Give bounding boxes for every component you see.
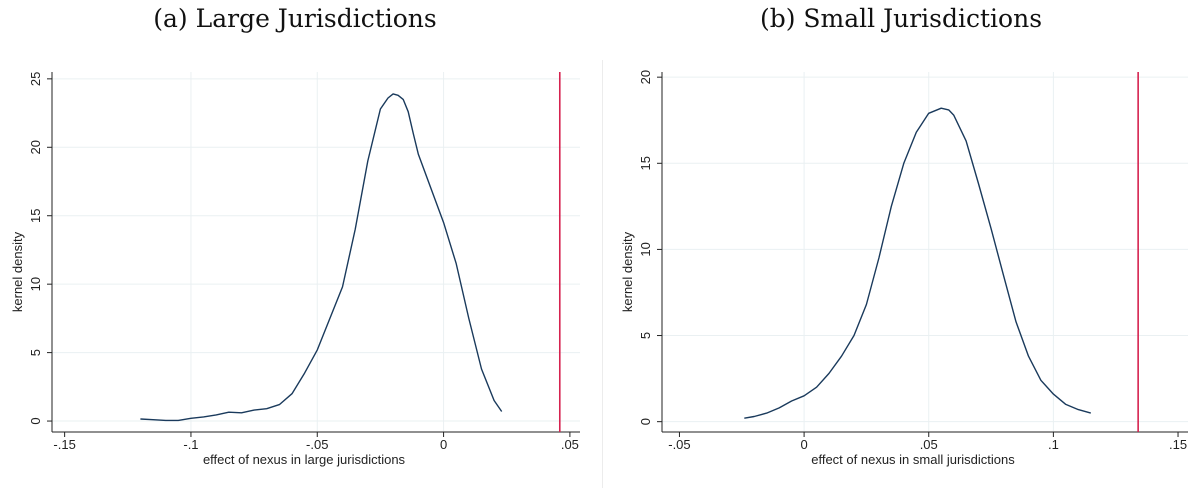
- chart-b-y-tick-label: 20: [638, 70, 653, 84]
- chart-a-x-tick-label: .05: [561, 437, 579, 452]
- chart-b-x-tick-label: .15: [1169, 437, 1187, 452]
- chart-a-y-tick-label: 15: [28, 208, 43, 222]
- chart-a-y-axis-label: kernel density: [10, 231, 25, 312]
- chart-a-density-line: [140, 93, 503, 422]
- chart-a-y-tick-label: 25: [28, 72, 43, 86]
- chart-a-y-tick-label: 20: [28, 140, 43, 154]
- chart-b-x-tick-label: 0: [800, 437, 807, 452]
- chart-a-x-tick-label: -.1: [183, 437, 198, 452]
- chart-b-y-tick-label: 15: [638, 156, 653, 170]
- chart-a-y-tick-label: 0: [28, 417, 43, 424]
- chart-b-title: (b) Small Jurisdictions: [759, 4, 1043, 33]
- chart-a-x-tick-label: -.15: [53, 437, 75, 452]
- chart-b-y-tick-label: 0: [638, 418, 653, 425]
- chart-b-y-tick-label: 5: [638, 332, 653, 339]
- chart-b-density-line: [744, 107, 1091, 419]
- chart-a-x-tick-label: 0: [440, 437, 447, 452]
- chart-b-y-axis-label: kernel density: [620, 231, 635, 312]
- chart-a-y-tick-label: 5: [28, 349, 43, 356]
- chart-a-title: (a) Large Jurisdictions: [153, 4, 437, 33]
- panel-divider: [602, 60, 603, 488]
- chart-a-x-tick-label: -.05: [306, 437, 328, 452]
- chart-b-x-axis-label: effect of nexus in small jurisdictions: [811, 452, 1015, 467]
- chart-b-x-tick-label: .1: [1048, 437, 1059, 452]
- chart-a-y-tick-label: 10: [28, 277, 43, 291]
- chart-a-x-axis-label: effect of nexus in large jurisdictions: [203, 452, 406, 467]
- chart-b-x-tick-label: .05: [920, 437, 938, 452]
- chart-b-y-tick-label: 10: [638, 242, 653, 256]
- chart-b-x-tick-label: -.05: [668, 437, 690, 452]
